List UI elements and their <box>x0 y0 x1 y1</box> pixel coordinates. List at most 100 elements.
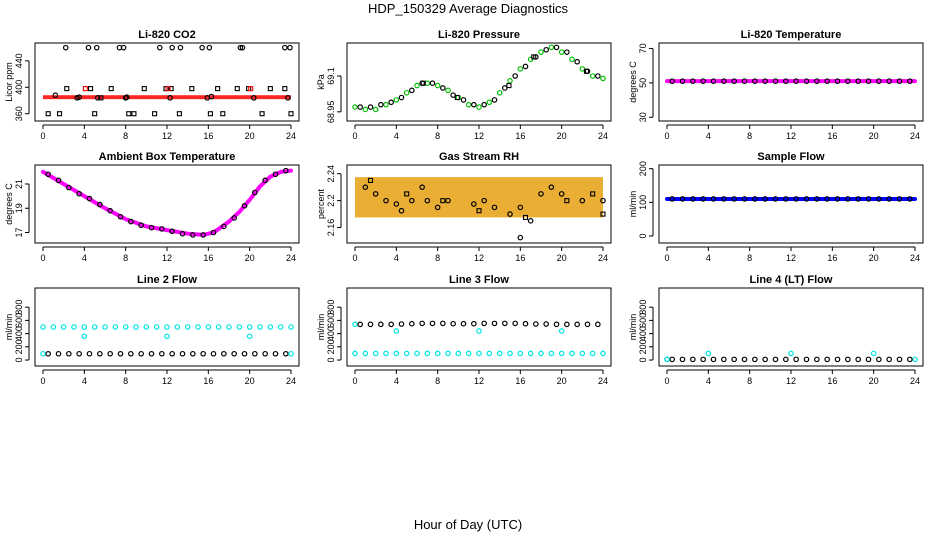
data-point <box>55 177 62 184</box>
panel-title: Ambient Box Temperature <box>99 151 236 163</box>
data-point <box>288 324 294 330</box>
data-point <box>45 111 51 117</box>
data-point <box>239 44 246 51</box>
data-point <box>476 328 482 334</box>
data-point <box>97 201 103 208</box>
data-point <box>283 167 289 174</box>
data-point <box>752 196 758 202</box>
x-tick-label: 20 <box>245 376 255 386</box>
data-point <box>262 350 268 357</box>
data-point <box>398 207 405 214</box>
data-point <box>138 222 144 229</box>
data-point <box>752 78 758 84</box>
x-axis: 0 4 8 12 16 20 24 <box>40 246 296 263</box>
data-point <box>527 350 534 357</box>
data-point <box>824 78 830 84</box>
data-point <box>91 324 98 330</box>
x-tick-label: 16 <box>827 131 837 141</box>
panel-title: Li-820 Temperature <box>741 29 842 41</box>
data-point <box>506 83 512 89</box>
x-tick-label: 20 <box>869 376 879 386</box>
data-point <box>783 356 789 363</box>
data-point <box>287 44 293 51</box>
data-point <box>548 44 555 51</box>
data-point <box>372 191 379 197</box>
x-tick-label: 8 <box>435 131 440 141</box>
series-1 <box>43 95 291 100</box>
data-point <box>169 350 175 357</box>
x-axis: 0 4 8 12 16 20 24 <box>664 369 920 386</box>
data-point <box>372 106 379 113</box>
data-band <box>355 177 603 218</box>
x-tick-label: 4 <box>706 253 711 263</box>
data-point <box>679 78 686 84</box>
x-tick-label: 12 <box>162 253 172 263</box>
data-point <box>855 78 861 84</box>
data-point <box>153 324 160 330</box>
data-point <box>907 196 913 202</box>
data-point <box>257 324 263 330</box>
x-tick-label: 12 <box>162 131 172 141</box>
y-tick-label: 200 <box>638 339 648 354</box>
x-tick-label: 4 <box>394 376 399 386</box>
data-point <box>669 78 675 84</box>
data-point <box>600 211 606 217</box>
data-point <box>855 196 861 202</box>
data-point <box>491 320 498 327</box>
data-point <box>502 85 508 91</box>
data-point <box>378 101 384 108</box>
data-point <box>215 86 221 92</box>
data-point <box>246 324 253 330</box>
data-point <box>107 350 113 357</box>
data-point <box>210 229 217 236</box>
data-point <box>184 324 191 330</box>
data-point <box>876 356 882 363</box>
y-tick-label: 600 <box>638 313 648 328</box>
data-point <box>772 356 779 363</box>
x-tick-label: 0 <box>664 131 669 141</box>
data-point <box>496 350 503 357</box>
data-point <box>393 201 400 207</box>
x-tick-label: 16 <box>827 376 837 386</box>
data-point <box>896 356 903 363</box>
chart-figure-title: HDP_150329 Average Diagnostics <box>368 1 568 16</box>
data-point <box>71 324 77 330</box>
data-point <box>886 356 892 363</box>
x-tick-label: 12 <box>786 376 796 386</box>
data-point <box>388 99 394 106</box>
data-point <box>834 196 841 202</box>
x-tick-label: 4 <box>394 253 399 263</box>
data-point <box>372 350 379 357</box>
data-point <box>179 350 186 357</box>
y-tick-label: 69.1 <box>326 67 336 85</box>
data-point <box>133 324 139 330</box>
data-point <box>251 95 257 101</box>
data-point <box>460 320 467 327</box>
panel-title: Line 2 Flow <box>137 274 197 286</box>
data-point <box>574 321 580 328</box>
y-tick-label: 400 <box>14 80 24 95</box>
data-point <box>762 78 768 84</box>
plot-frame <box>34 42 300 122</box>
data-point <box>419 184 425 190</box>
data-point <box>98 95 104 101</box>
data-point <box>824 196 830 202</box>
series-3 <box>664 356 670 363</box>
data-point <box>471 201 477 207</box>
data-point <box>241 350 248 357</box>
data-point <box>367 104 374 110</box>
x-tick-label: 4 <box>82 131 87 141</box>
data-point <box>721 196 727 202</box>
data-point <box>40 350 46 357</box>
data-point <box>590 191 596 197</box>
x-tick-label: 16 <box>203 131 213 141</box>
panel-title: Sample Flow <box>757 151 825 163</box>
y-tick-label: 19 <box>14 203 24 213</box>
data-point <box>190 232 196 238</box>
data-point <box>409 197 415 204</box>
x-tick-label: 0 <box>664 253 669 263</box>
data-point <box>460 97 467 103</box>
data-point <box>234 86 240 92</box>
data-point <box>419 320 425 327</box>
